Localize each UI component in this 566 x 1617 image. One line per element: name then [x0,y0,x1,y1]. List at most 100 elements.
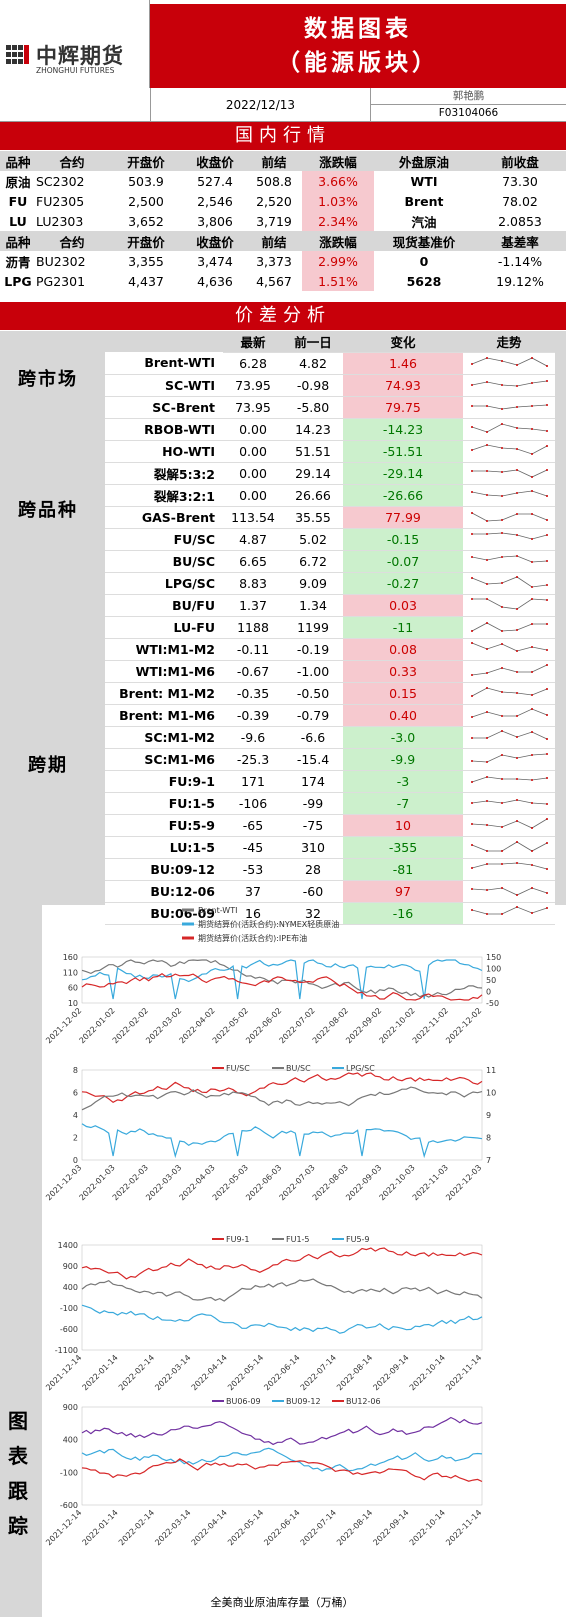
spread-change: 0.33 [343,660,463,683]
y-tick-label: 110 [63,968,78,977]
logo-subtext: ZHONGHUI FUTURES [36,66,115,75]
legend-label: BU12-06 [346,1397,381,1406]
logo-mark [6,45,29,64]
spread-latest: 37 [223,880,283,903]
col-trend: 走势 [463,331,555,353]
spread-section: 跨市场 跨品种 跨期 最新 前一日 变化 走势 Brent-WTI 6.28 4.8… [0,331,566,925]
spread-change: 0.08 [343,638,463,661]
y2-tick-label: 9 [486,1111,491,1120]
quote-cell: LPG [4,273,32,289]
quote-cell: 4,437 [128,273,164,289]
y-tick-label: 8 [73,1066,78,1075]
spread-banner: 价差分析 [0,302,566,330]
trend-sparkline [463,880,555,903]
spread-name: BU:09-12 [105,858,223,881]
trend-sparkline [463,550,555,573]
y-tick-label: -100 [60,1304,78,1313]
quote-cell: 1.03% [302,191,374,211]
x-tick-label: 2022-08-14 [335,1508,374,1547]
legend-label: FU1-5 [286,1235,310,1244]
spread-prev: 174 [283,770,343,793]
spread-row: BU:06-09 16 32 -16 [105,902,555,925]
spread-latest: 16 [223,902,283,925]
x-tick-label: 2022-02-14 [117,1353,156,1392]
spread-change: -16 [343,902,463,925]
spread-name: FU/SC [105,528,223,551]
spread-name: SC-Brent [105,396,223,419]
spread-change: -3.0 [343,726,463,749]
spread-name: FU:1-5 [105,792,223,815]
plot-frame [81,1406,483,1506]
trend-sparkline [463,858,555,881]
quote-row: 沥青 BU2302 3,355 3,474 3,373 2.99% 0 -1.14% [0,251,566,271]
quote-row: 原油 SC2302 503.9 527.4 508.8 3.66% WTI 73.30 [0,171,566,191]
y-tick-label: -100 [60,1468,78,1477]
domestic-quote-table: 品种 合约 开盘价 收盘价 前结 涨跌幅 外盘原油 前收盘 原油 SC2302 503.9 527.4… [0,151,566,291]
spread-name: FU:5-9 [105,814,223,837]
quote-header-cell: 品种 [0,231,36,251]
quote-header-cell: 前结 [246,151,302,171]
spread-change: 77.99 [343,506,463,529]
spread-change: 0.03 [343,594,463,617]
y2-tick-label: 11 [486,1066,496,1075]
series-line [81,1458,483,1483]
trend-sparkline [463,682,555,705]
side-char-2: 表 [8,1444,28,1468]
spread-latest: -65 [223,814,283,837]
x-tick-label: 2022-11-14 [444,1353,483,1392]
legend-label: 期货结算价(活跃合约):NYMEX轻质原油 [198,919,339,929]
col-latest: 最新 [223,331,283,353]
spread-change: -29.14 [343,462,463,485]
spread-prev: -15.4 [283,748,343,771]
spread-latest: 0.00 [223,440,283,463]
quote-cell: WTI [410,173,438,189]
chart-side-label: 图 表 跟 踪 [0,905,42,1617]
quote-cell: 3,474 [197,253,233,269]
spread-name: BU:06-09 [105,902,223,925]
legend-label: Brent-WTI [198,906,237,915]
spread-name: WTI:M1-M6 [105,660,223,683]
legend-label: BU09-12 [286,1397,321,1406]
category-calendar: 跨期 [28,755,68,776]
date-row: 2022/12/13 郭艳鹏 F03104066 [0,88,566,122]
x-tick-label: 2022-04-14 [190,1353,229,1392]
spread-name: HO-WTI [105,440,223,463]
spread-latest: 1.37 [223,594,283,617]
spread-change: 1.46 [343,352,463,375]
spread-latest: 73.95 [223,374,283,397]
spread-prev: 26.66 [283,484,343,507]
spread-latest: -25.3 [223,748,283,771]
spread-latest: 73.95 [223,396,283,419]
spread-latest: 6.65 [223,550,283,573]
quote-row: LU LU2303 3,652 3,806 3,719 2.34% 汽油 2.0853 [0,211,566,231]
spread-change: -0.07 [343,550,463,573]
plot-frame [81,956,483,1004]
spread-prev: 310 [283,836,343,859]
spread-prev: 9.09 [283,572,343,595]
spread-latest: 4.87 [223,528,283,551]
spread-name: RBOB-WTI [105,418,223,441]
quote-cell: FU2305 [36,193,85,209]
x-tick-label: 2022-12-03 [444,1163,483,1202]
spread-prev: 1.34 [283,594,343,617]
x-tick-label: 2022-02-14 [117,1508,156,1547]
spread-name: SC:M1-M6 [105,748,223,771]
quote-cell: 2.34% [302,211,374,231]
spread-row: LU-FU 1188 1199 -11 [105,616,555,639]
spread-latest: 113.54 [223,506,283,529]
spread-name: Brent: M1-M2 [105,682,223,705]
spread-latest: 0.00 [223,462,283,485]
quote-cell: -1.14% [497,253,543,269]
legend-label: BU/SC [286,1064,311,1073]
trend-sparkline [463,484,555,507]
series-line [81,1278,483,1302]
y2-tick-label: 8 [486,1134,491,1143]
spread-latest: -0.35 [223,682,283,705]
series-line [81,1072,483,1104]
quote-cell: 73.30 [502,173,538,189]
quote-cell: 78.02 [502,193,538,209]
spread-prev: 51.51 [283,440,343,463]
trend-sparkline [463,528,555,551]
quote-cell: 2.0853 [498,213,542,229]
spread-prev: 4.82 [283,352,343,375]
